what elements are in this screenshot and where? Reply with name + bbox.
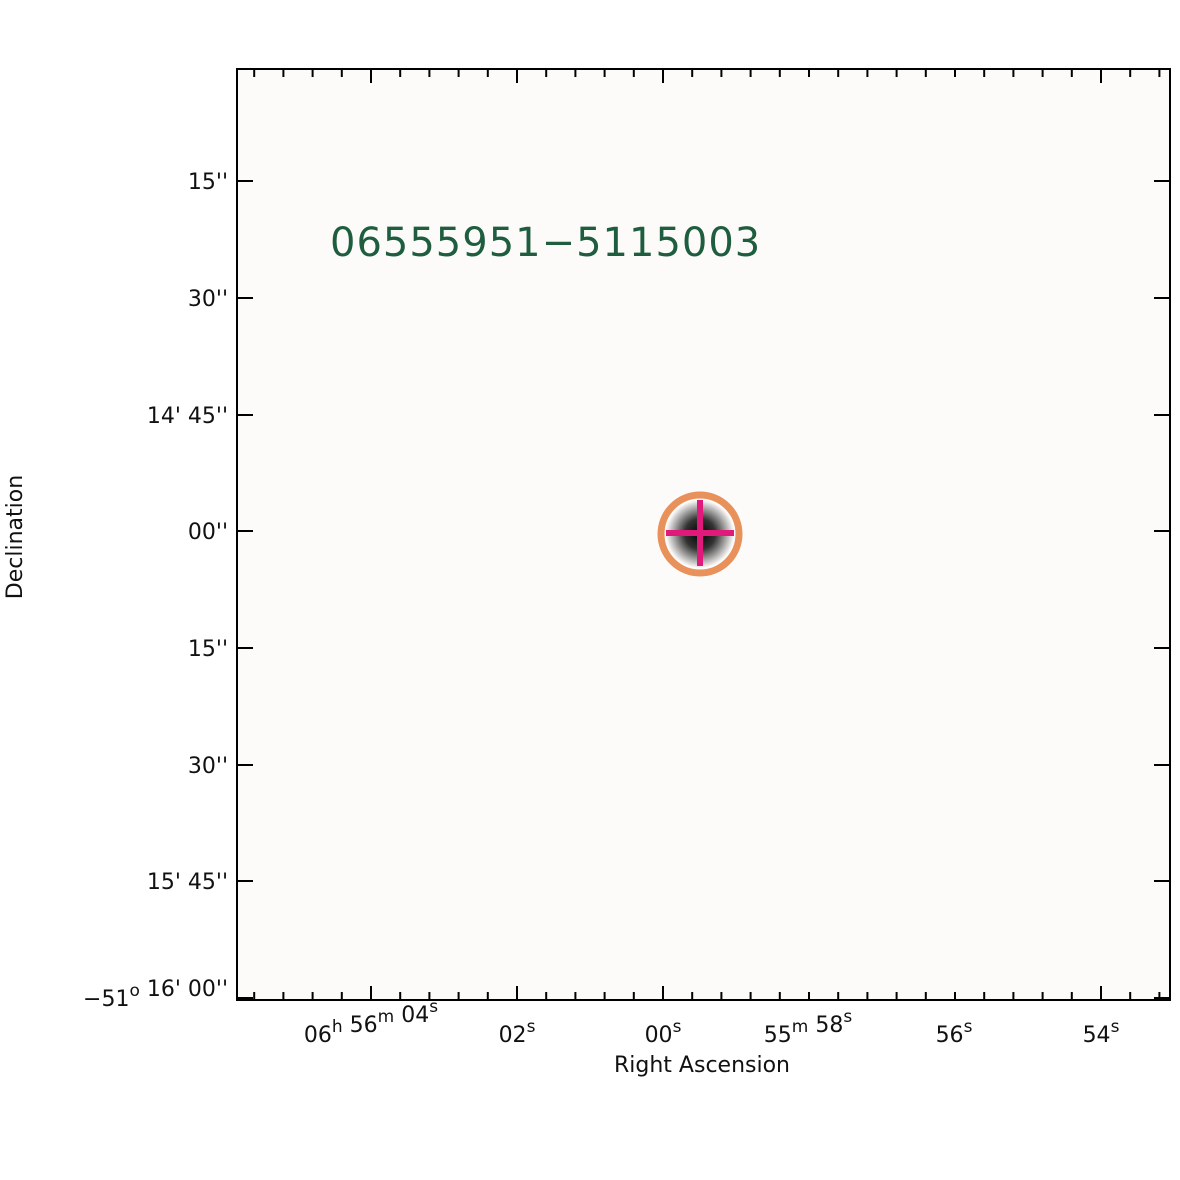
- y-tick-label-part: 16' 00'': [140, 977, 228, 1002]
- y-tick-label: 15'': [188, 637, 228, 662]
- x-tick-label-part: 00: [645, 1023, 673, 1048]
- x-tick-label: 02s: [499, 1017, 536, 1048]
- y-tick-label-part: 15'': [188, 170, 228, 195]
- x-axis-label: Right Ascension: [614, 1053, 790, 1078]
- x-tick-label: 55m 58s: [764, 1007, 853, 1048]
- x-tick-label: 06h 56m 04s: [304, 997, 438, 1048]
- y-tick-label-part: 30'': [188, 287, 228, 312]
- x-tick-label-part: 54: [1083, 1023, 1111, 1048]
- x-tick-label-sup: h: [332, 1017, 343, 1037]
- x-tick-label-sup: m: [792, 1017, 809, 1037]
- y-axis-label: Declination: [3, 475, 28, 599]
- y-tick-label: 30'': [188, 287, 228, 312]
- y-tick-label: 00'': [188, 520, 228, 545]
- y-tick-label: 30'': [188, 754, 228, 779]
- frame: [236, 68, 1171, 1001]
- y-tick-label: 15'': [188, 170, 228, 195]
- x-tick-label-sup: s: [1111, 1017, 1120, 1037]
- x-tick-label-sup: s: [964, 1017, 973, 1037]
- x-tick-label-part: 06: [304, 1023, 332, 1048]
- x-tick-label-sup: s: [673, 1017, 682, 1037]
- y-tick-label-part: −51: [83, 987, 129, 1012]
- source-circle: [657, 491, 743, 577]
- source-label: 06555951−5115003: [330, 220, 761, 266]
- x-tick-label-part: 58: [808, 1013, 843, 1038]
- x-tick-label: 56s: [936, 1017, 973, 1048]
- y-tick-label: 15' 45'': [147, 870, 228, 895]
- y-tick-label: −51o 16' 00'': [83, 977, 228, 1012]
- x-tick-label-part: 04: [394, 1003, 429, 1028]
- x-tick-label: 00s: [645, 1017, 682, 1048]
- x-tick-label-part: 56: [343, 1013, 378, 1038]
- y-tick-label-part: 15' 45'': [147, 870, 228, 895]
- x-tick-label-sup: s: [843, 1007, 852, 1027]
- x-tick-label-part: 55: [764, 1023, 792, 1048]
- x-tick-label-part: 56: [936, 1023, 964, 1048]
- x-tick-label-sup: m: [378, 1007, 395, 1027]
- y-tick-label-part: 00'': [188, 520, 228, 545]
- y-tick-label-sup: o: [129, 981, 139, 1001]
- y-tick-label: 14' 45'': [147, 404, 228, 429]
- y-tick-label-part: 14' 45'': [147, 404, 228, 429]
- x-tick-label: 54s: [1083, 1017, 1120, 1048]
- x-tick-label-part: 02: [499, 1023, 527, 1048]
- y-tick-label-part: 15'': [188, 637, 228, 662]
- x-tick-label-sup: s: [429, 997, 438, 1017]
- x-tick-label-sup: s: [527, 1017, 536, 1037]
- y-tick-label-part: 30'': [188, 754, 228, 779]
